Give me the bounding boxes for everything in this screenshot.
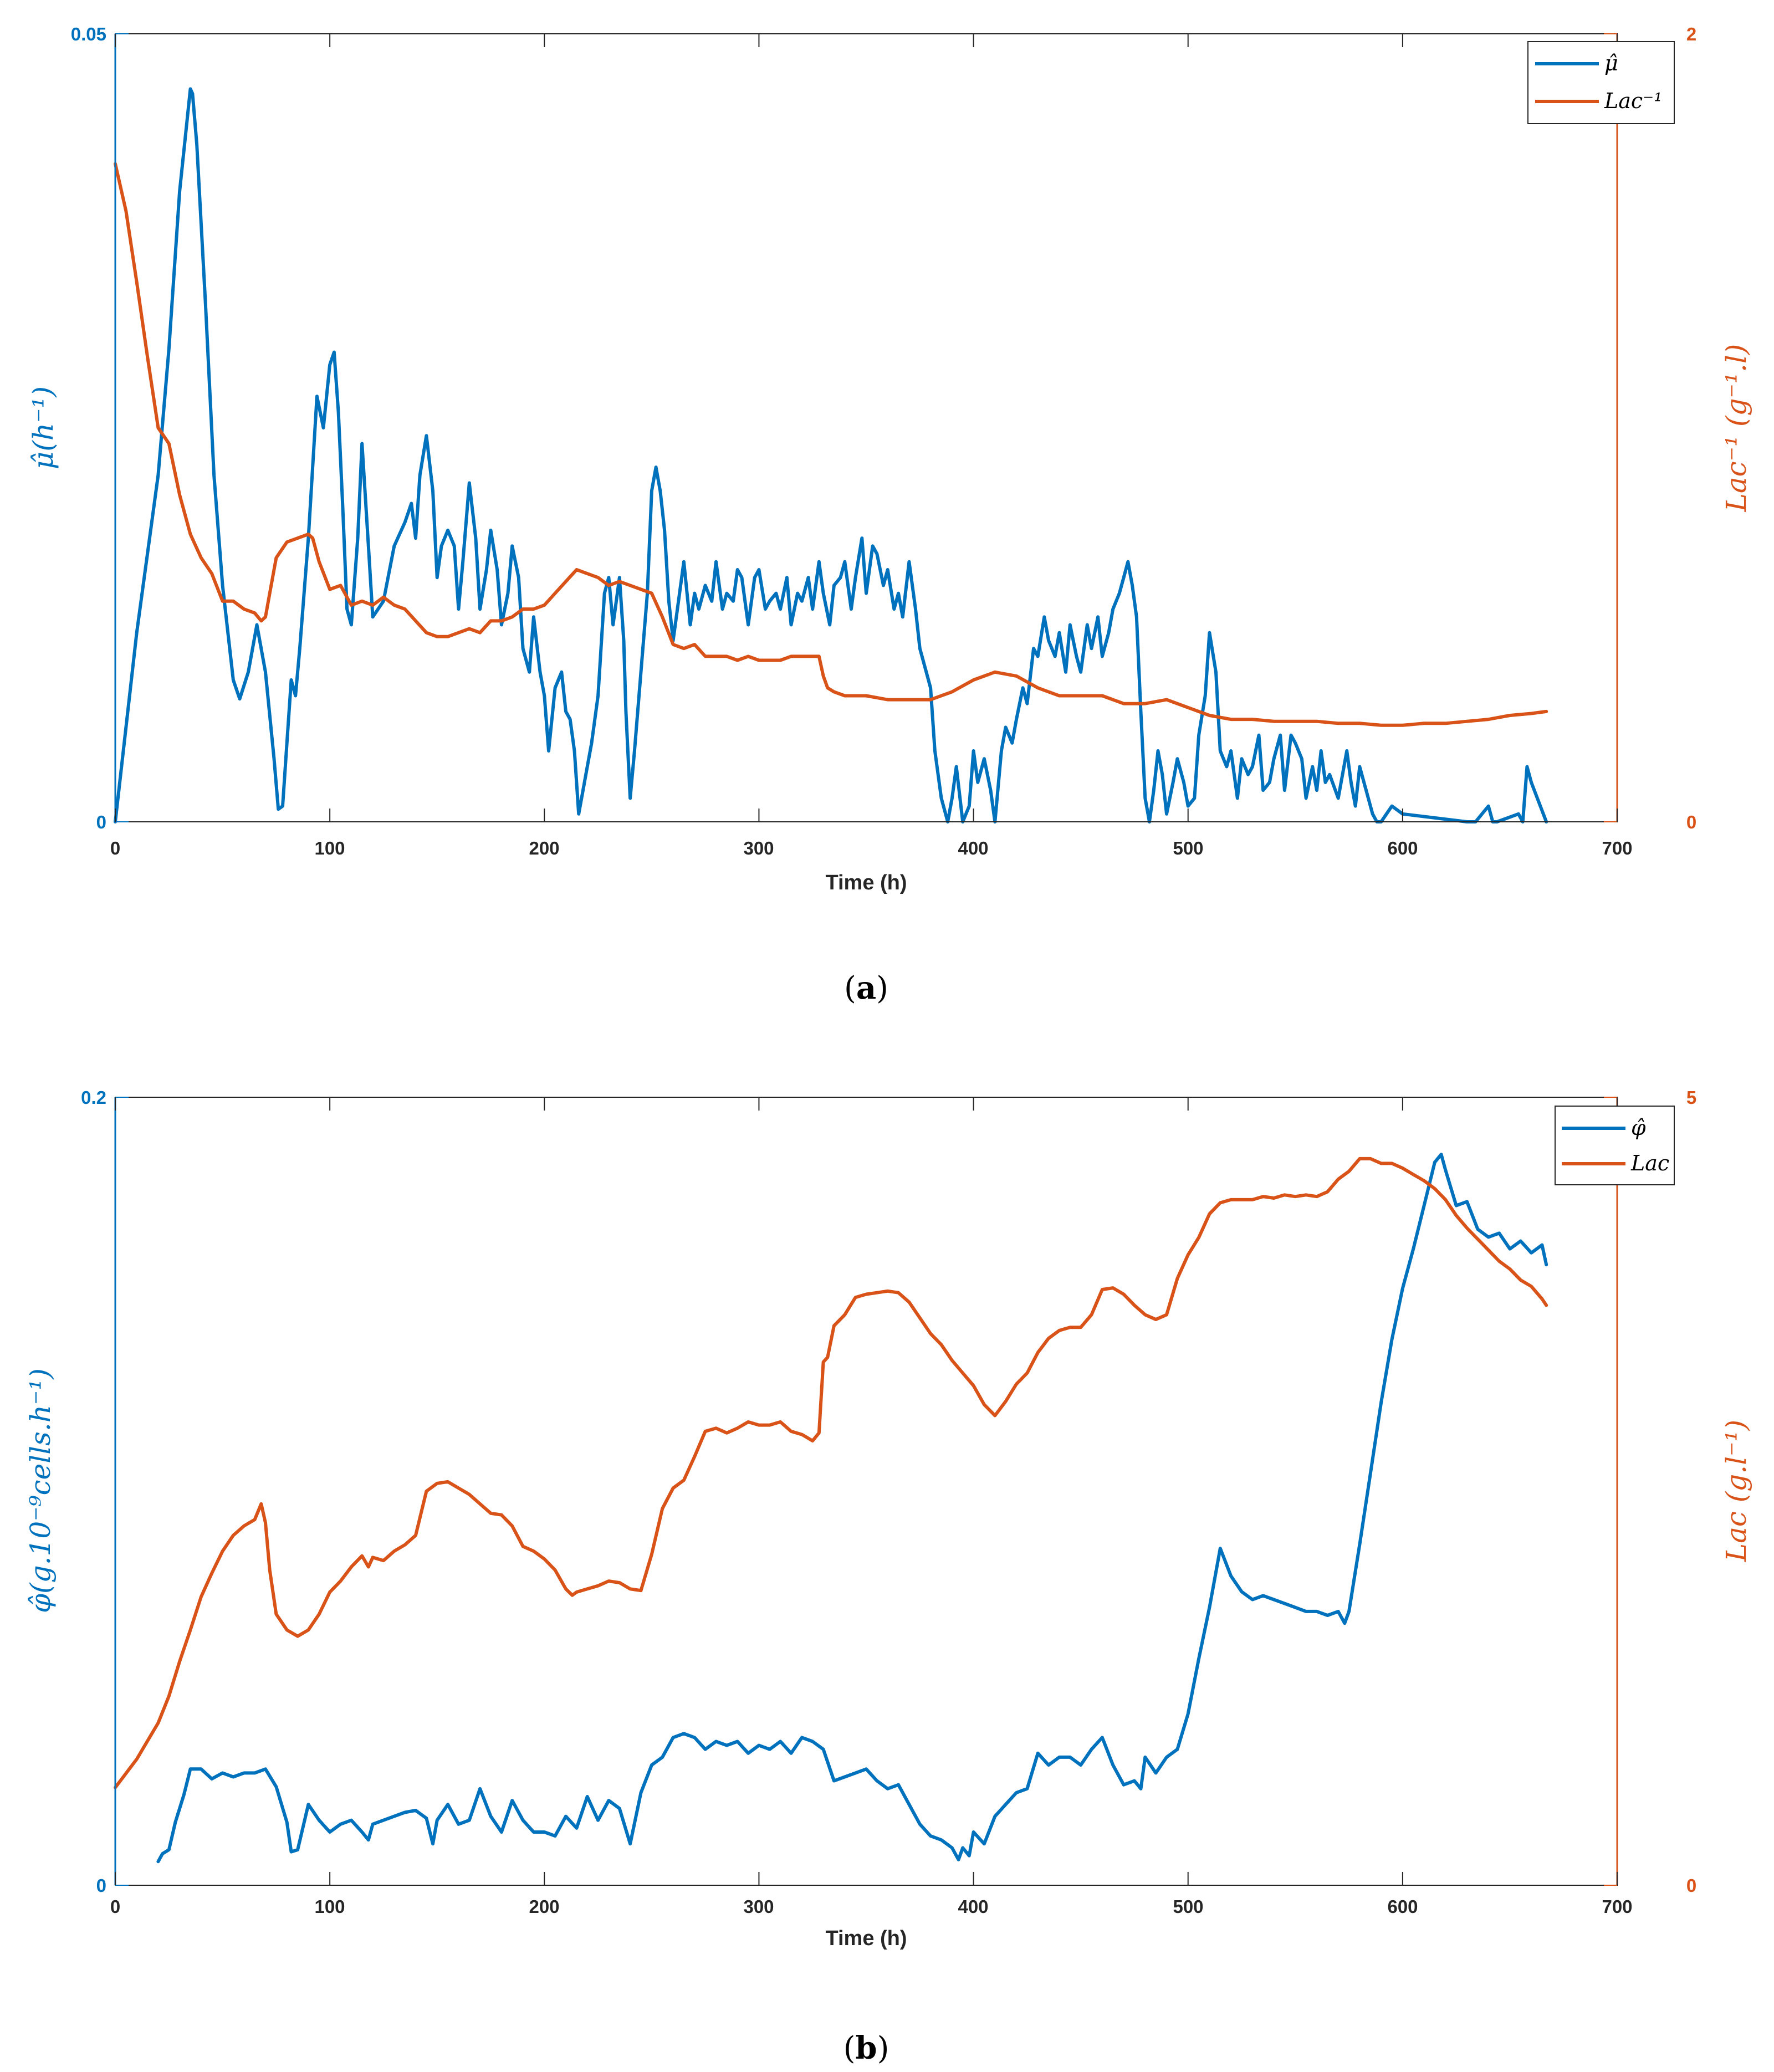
panel-a-x-tick: 200 bbox=[529, 838, 559, 858]
panel-b-left-tick-top: 0.2 bbox=[81, 1087, 106, 1108]
panel-b-axes bbox=[114, 1097, 1618, 1886]
panel-a-left-tick-bottom: 0 bbox=[96, 812, 106, 832]
panel-a-x-tick: 600 bbox=[1387, 838, 1418, 858]
panel-a-legend-label-mu: μ̂ bbox=[1604, 51, 1618, 75]
panel-a-x-tick: 400 bbox=[958, 838, 988, 858]
panel-b-left-tick-bottom: 0 bbox=[96, 1875, 106, 1896]
panel-a-right-tick-top: 2 bbox=[1686, 24, 1696, 44]
panel-b-x-tick: 100 bbox=[314, 1896, 345, 1917]
panel-a-right-axis-label: Lac⁻¹ (g⁻¹.l) bbox=[1720, 344, 1752, 513]
panel-b-series-line-estimate bbox=[156, 1153, 1548, 1864]
panel-a-series bbox=[114, 87, 1548, 823]
panel-a-series-line-estimate bbox=[114, 87, 1548, 823]
panel-b-x-tick: 700 bbox=[1602, 1896, 1632, 1917]
panel-b-x-tick: 500 bbox=[1173, 1896, 1203, 1917]
panel-b-right-axis-label: Lac (g.l⁻¹) bbox=[1720, 1420, 1752, 1562]
panel-a-series-line-lactate bbox=[114, 162, 1548, 727]
panel-b: 0.2 0 5 0 0 100 200 300 400 500 600 700 … bbox=[24, 1087, 1752, 2066]
panel-a-left-axis-label: μ̂(h⁻¹) bbox=[27, 386, 59, 469]
panel-a-legend: μ̂ Lac⁻¹ bbox=[1527, 41, 1675, 124]
panel-a-x-axis-label: Time (h) bbox=[825, 871, 907, 894]
panel-b-x-tick: 300 bbox=[743, 1896, 774, 1917]
panel-b-x-axis-label: Time (h) bbox=[825, 1927, 907, 1950]
panel-a-legend-box bbox=[1527, 41, 1675, 124]
panel-a-x-ticks: 0 100 200 300 400 500 600 700 bbox=[110, 838, 1633, 858]
panel-b-x-tick: 400 bbox=[958, 1896, 988, 1917]
panel-b-right-tick-top: 5 bbox=[1686, 1087, 1696, 1108]
panel-b-x-tick: 200 bbox=[529, 1896, 559, 1917]
panel-b-series-line-lactate bbox=[114, 1157, 1548, 1789]
panel-b-x-ticks: 0 100 200 300 400 500 600 700 bbox=[110, 1896, 1633, 1917]
panel-a-x-tick: 100 bbox=[314, 838, 345, 858]
panel-a-caption: (a) bbox=[844, 970, 888, 1006]
panel-b-left-axis-label: φ̂(g.10⁻⁹cells.h⁻¹) bbox=[24, 1368, 57, 1613]
panel-b-right-tick-bottom: 0 bbox=[1686, 1875, 1696, 1896]
panel-b-x-tick: 0 bbox=[110, 1896, 120, 1917]
panel-b-legend-label-phi: φ̂ bbox=[1631, 1116, 1646, 1140]
panel-a: 0.05 0 2 0 0 100 200 300 400 500 600 700… bbox=[27, 24, 1752, 1006]
panel-a-x-tick: 0 bbox=[110, 838, 120, 858]
panel-b-x-tick: 600 bbox=[1387, 1896, 1418, 1917]
panel-a-x-tick: 300 bbox=[743, 838, 774, 858]
panel-b-series bbox=[114, 1153, 1548, 1864]
panel-a-right-tick-bottom: 0 bbox=[1686, 812, 1696, 832]
panel-b-legend: φ̂ Lac bbox=[1555, 1106, 1675, 1185]
panel-b-caption: (b) bbox=[843, 2030, 889, 2066]
panel-a-x-tick: 700 bbox=[1602, 838, 1632, 858]
panel-b-legend-box bbox=[1555, 1106, 1675, 1185]
panel-a-x-tick: 500 bbox=[1173, 838, 1203, 858]
panel-a-axes bbox=[114, 33, 1618, 822]
panel-b-legend-label-lac: Lac bbox=[1630, 1151, 1669, 1175]
panel-a-left-tick-top: 0.05 bbox=[71, 24, 106, 44]
panel-a-legend-label-lac-inverse: Lac⁻¹ bbox=[1604, 89, 1662, 113]
